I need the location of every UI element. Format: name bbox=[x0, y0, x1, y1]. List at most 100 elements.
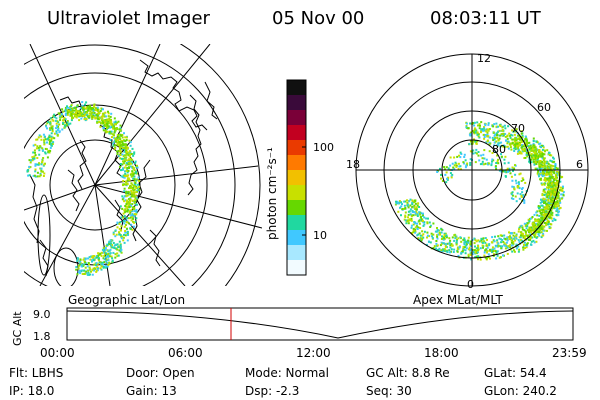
aurora-pixel bbox=[497, 242, 500, 245]
aurora-pixel bbox=[51, 118, 54, 121]
aurora-pixel bbox=[454, 237, 457, 240]
aurora-pixel bbox=[130, 219, 133, 222]
aurora-pixel bbox=[464, 252, 467, 255]
aurora-pixel bbox=[426, 236, 428, 239]
aurora-pixel bbox=[88, 112, 91, 115]
aurora-pixel bbox=[555, 196, 558, 199]
aurora-pixel bbox=[80, 265, 83, 268]
aurora-pixel bbox=[513, 231, 516, 234]
aurora-pixel bbox=[83, 115, 86, 117]
aurora-pixel bbox=[555, 213, 558, 216]
aurora-pixel bbox=[119, 157, 122, 160]
aurora-pixel bbox=[105, 266, 108, 269]
aurora-pixel bbox=[404, 215, 407, 218]
aurora-pixel bbox=[554, 194, 557, 197]
aurora-pixel bbox=[122, 219, 125, 222]
aurora-pixel bbox=[495, 245, 498, 248]
aurora-pixel bbox=[119, 166, 121, 168]
aurora-pixel bbox=[554, 205, 557, 208]
aurora-pixel bbox=[52, 141, 55, 144]
aurora-pixel bbox=[541, 219, 544, 222]
aurora-pixel bbox=[122, 216, 125, 219]
aurora-pixel bbox=[412, 231, 415, 233]
aurora-pixel bbox=[71, 115, 74, 118]
aurora-pixel bbox=[419, 237, 422, 240]
aurora-pixel bbox=[541, 151, 544, 154]
aurora-pixel bbox=[519, 151, 522, 154]
aurora-pixel bbox=[123, 225, 126, 228]
aurora-pixel bbox=[545, 169, 548, 172]
aurora-pixel bbox=[469, 245, 472, 247]
aurora-pixel bbox=[463, 239, 466, 242]
aurora-pixel bbox=[531, 145, 534, 148]
aurora-pixel bbox=[122, 167, 125, 170]
aurora-pixel bbox=[549, 164, 552, 167]
aurora-pixel bbox=[435, 242, 438, 245]
aurora-pixel bbox=[529, 238, 532, 241]
aurora-pixel bbox=[548, 165, 551, 168]
aurora-pixel bbox=[465, 244, 468, 247]
aurora-pixel bbox=[132, 206, 135, 208]
aurora-pixel bbox=[510, 244, 513, 247]
aurora-pixel bbox=[102, 127, 105, 130]
aurora-pixel bbox=[131, 228, 134, 231]
aurora-pixel bbox=[557, 192, 560, 195]
aurora-pixel bbox=[547, 162, 550, 165]
aurora-pixel bbox=[553, 191, 556, 194]
aurora-pixel bbox=[92, 110, 95, 113]
aurora-pixel bbox=[67, 106, 70, 109]
aurora-pixel bbox=[131, 170, 134, 173]
aurora-pixel bbox=[470, 258, 473, 261]
aurora-pixel bbox=[72, 109, 74, 112]
aurora-pixel bbox=[113, 121, 116, 124]
aurora-pixel bbox=[546, 182, 549, 185]
aurora-pixel bbox=[459, 151, 462, 154]
aurora-pixel bbox=[119, 154, 122, 156]
aurora-pixel bbox=[465, 243, 468, 246]
aurora-pixel bbox=[106, 125, 109, 128]
aurora-pixel bbox=[121, 235, 124, 238]
aurora-pixel bbox=[537, 170, 540, 173]
aurora-pixel bbox=[512, 169, 514, 172]
aurora-pixel bbox=[125, 139, 128, 141]
aurora-pixel bbox=[535, 154, 537, 157]
aurora-pixel bbox=[48, 142, 51, 145]
aurora-pixel bbox=[61, 115, 63, 118]
aurora-pixel bbox=[556, 172, 558, 175]
aurora-pixel bbox=[112, 142, 115, 145]
aurora-pixel bbox=[75, 266, 78, 268]
aurora-pixel bbox=[495, 132, 498, 135]
aurora-pixel bbox=[449, 239, 452, 242]
aurora-pixel bbox=[539, 160, 542, 162]
aurora-pixel bbox=[432, 247, 435, 249]
aurora-pixel bbox=[465, 164, 468, 167]
aurora-pixel bbox=[126, 227, 128, 230]
aurora-pixel bbox=[64, 106, 67, 109]
aurora-pixel bbox=[118, 240, 121, 243]
aurora-pixel bbox=[128, 150, 131, 153]
aurora-pixel bbox=[124, 180, 127, 183]
aurora-pixel bbox=[540, 198, 542, 201]
aurora-pixel bbox=[455, 165, 458, 168]
aurora-pixel bbox=[539, 222, 542, 225]
aurora-pixel bbox=[474, 161, 477, 164]
aurora-pixel bbox=[521, 177, 524, 180]
aurora-pixel bbox=[542, 210, 545, 213]
mlt-label-06: 6 bbox=[576, 158, 583, 171]
aurora-pixel bbox=[86, 273, 89, 276]
aurora-pixel bbox=[452, 166, 455, 169]
aurora-pixel bbox=[403, 204, 406, 207]
aurora-pixel bbox=[545, 210, 548, 213]
aurora-pixel bbox=[28, 174, 31, 177]
aurora-pixel bbox=[102, 122, 105, 125]
aurora-pixel bbox=[106, 244, 109, 247]
aurora-pixel bbox=[515, 233, 518, 236]
aurora-pixel bbox=[561, 187, 564, 190]
aurora-pixel bbox=[465, 240, 468, 243]
aurora-pixel bbox=[127, 174, 129, 177]
aurora-pixel bbox=[475, 142, 478, 145]
aurora-pixel bbox=[113, 131, 116, 134]
aurora-pixel bbox=[503, 145, 506, 148]
aurora-pixel bbox=[96, 269, 99, 272]
aurora-pixel bbox=[453, 248, 456, 251]
